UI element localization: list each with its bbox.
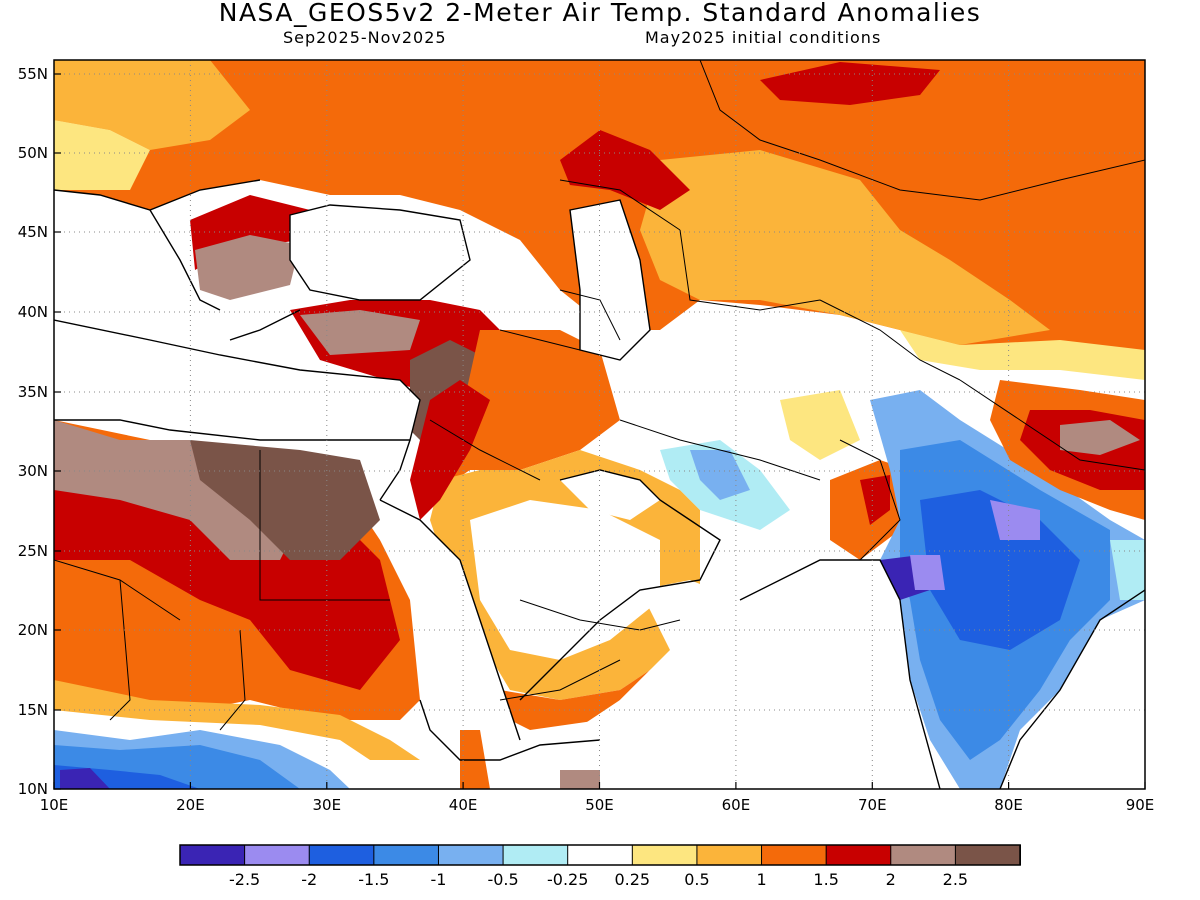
- gridlines: [54, 60, 1145, 789]
- forecast-period: Sep2025-Nov2025: [283, 28, 447, 47]
- colorbar-swatch: [696, 844, 763, 866]
- initial-conditions: May2025 initial conditions: [645, 28, 882, 47]
- lon-label: 80E: [994, 796, 1023, 814]
- lat-label: 20N: [18, 621, 48, 639]
- lat-label: 25N: [18, 542, 48, 560]
- lat-label: 30N: [18, 462, 48, 480]
- lat-label: 50N: [18, 144, 48, 162]
- colorbar-swatch: [244, 844, 311, 866]
- colorbar-label: 2: [886, 870, 896, 889]
- colorbar-labels: -2.5 -2 -1.5 -1 -0.5 -0.25 0.25 0.5 1 1.…: [229, 870, 968, 889]
- country-borders: [54, 60, 1145, 731]
- longitude-labels: 10E 20E 30E 40E 50E 60E 70E 80E 90E: [40, 796, 1155, 814]
- map-title: NASA_GEOS5v2 2-Meter Air Temp. Standard …: [218, 0, 982, 27]
- lon-label: 30E: [313, 796, 342, 814]
- colorbar-swatch: [631, 844, 698, 866]
- colorbar-label: -0.5: [487, 870, 518, 889]
- colorbar-label: -0.25: [547, 870, 588, 889]
- lat-label: 10N: [18, 780, 48, 798]
- lat-label: 55N: [18, 65, 48, 83]
- coastlines: [54, 179, 1145, 789]
- lon-label: 20E: [176, 796, 205, 814]
- colorbar-swatch: [437, 844, 505, 866]
- colorbar-swatch: [502, 844, 569, 866]
- colorbar-swatch: [890, 844, 957, 866]
- colorbar-swatch: [954, 844, 1022, 866]
- lon-label: 50E: [585, 796, 614, 814]
- lon-label: 70E: [858, 796, 887, 814]
- colorbar-swatch: [761, 844, 828, 866]
- colorbar-swatch: [179, 844, 246, 866]
- colorbar-label: 1: [756, 870, 766, 889]
- lat-label: 35N: [18, 383, 48, 401]
- colorbar-label: 0.25: [614, 870, 650, 889]
- colorbar-label: -2: [301, 870, 317, 889]
- lat-label: 40N: [18, 303, 48, 321]
- colorbar-label: -1: [430, 870, 446, 889]
- colorbar-label: -1.5: [358, 870, 389, 889]
- colorbar-swatch: [825, 844, 892, 866]
- lon-label: 10E: [40, 796, 69, 814]
- colorbar-label: -2.5: [229, 870, 260, 889]
- latitude-labels: 55N 50N 45N 40N 35N 30N 25N 20N 15N 10N: [18, 65, 48, 798]
- colorbar: -2.5 -2 -1.5 -1 -0.5 -0.25 0.25 0.5 1 1.…: [179, 844, 1022, 889]
- colorbar-swatch: [567, 844, 634, 866]
- axis-ticks: [53, 73, 1146, 790]
- lon-label: 60E: [722, 796, 751, 814]
- colorbar-label: 2.5: [943, 870, 968, 889]
- lat-label: 45N: [18, 223, 48, 241]
- anomaly-field: [54, 60, 1145, 789]
- colorbar-swatch: [373, 844, 440, 866]
- colorbar-swatches: [179, 844, 1022, 866]
- colorbar-frame: [179, 844, 1021, 866]
- lon-label: 90E: [1126, 796, 1155, 814]
- colorbar-label: 1.5: [813, 870, 838, 889]
- lon-label: 40E: [449, 796, 478, 814]
- colorbar-label: 0.5: [684, 870, 709, 889]
- lat-label: 15N: [18, 701, 48, 719]
- colorbar-swatch: [308, 844, 375, 866]
